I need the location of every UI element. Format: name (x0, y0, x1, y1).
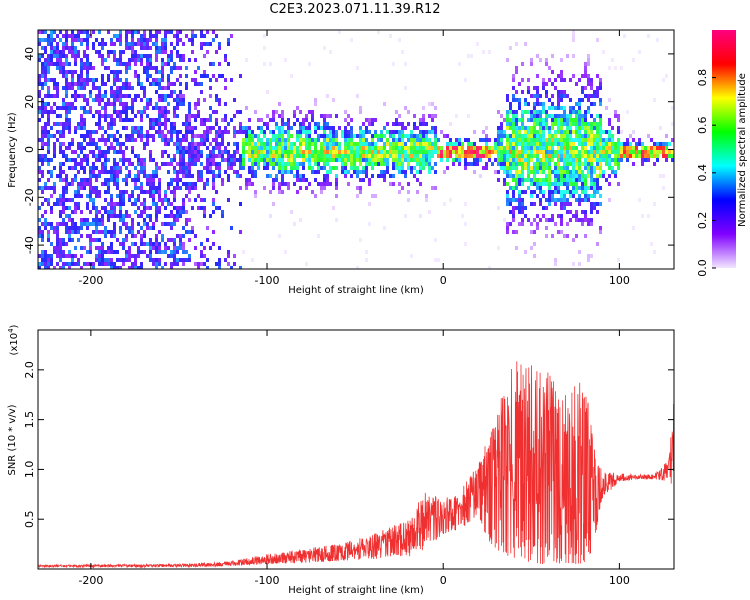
snr-y-tick-label: 1.5 (23, 411, 36, 429)
snr-x-axis-label: Height of straight line (km) (288, 585, 424, 596)
snr-y-tick-label: 1.0 (23, 461, 36, 479)
heatmap-x-tick-label: 0 (440, 274, 447, 287)
heatmap-y-tick-label: 20 (23, 95, 36, 109)
snr-scale-factor: (x104) (7, 324, 20, 355)
snr-line (38, 361, 674, 569)
snr-x-tick-label: 0 (440, 574, 447, 587)
snr-y-axis-label: SNR (10 * v/v) (7, 404, 18, 475)
colorbar-tick-label: 0.6 (696, 116, 709, 134)
snr-x-tick-label: 100 (609, 574, 630, 587)
heatmap-y-tick-label: -20 (23, 188, 36, 206)
colorbar-label: Normalized spectral amplitude (737, 73, 748, 227)
colorbar-tick-label: 0.0 (696, 259, 709, 277)
snr-x-tick-label: -100 (255, 574, 280, 587)
snr-y-tick-label: 2.0 (23, 361, 36, 379)
spectrogram-heatmap (38, 30, 674, 269)
heatmap-x-tick-label: -200 (78, 274, 103, 287)
colorbar (712, 30, 736, 268)
snr-frame (37, 329, 675, 570)
colorbar-tick-label: 0.8 (696, 69, 709, 87)
heatmap-x-axis-label: Height of straight line (km) (288, 285, 424, 296)
svg-text:(x104): (x104) (7, 324, 20, 355)
heatmap-x-tick-label: 100 (609, 274, 630, 287)
heatmap-y-tick-label: 0 (23, 146, 36, 153)
colorbar-tick-label: 0.2 (696, 212, 709, 230)
heatmap-y-tick-label: -40 (23, 236, 36, 254)
heatmap-y-axis-label: Frequency (Hz) (7, 112, 18, 188)
heatmap-x-tick-label: -100 (255, 274, 280, 287)
snr-line-series (38, 361, 674, 569)
snr-y-tick-label: 0.5 (23, 510, 36, 528)
colorbar-tick-label: 0.4 (696, 164, 709, 182)
chart-title: C2E3.2023.071.11.39.R12 (269, 2, 441, 17)
heatmap-y-tick-label: 40 (23, 47, 36, 61)
snr-x-tick-label: -200 (78, 574, 103, 587)
